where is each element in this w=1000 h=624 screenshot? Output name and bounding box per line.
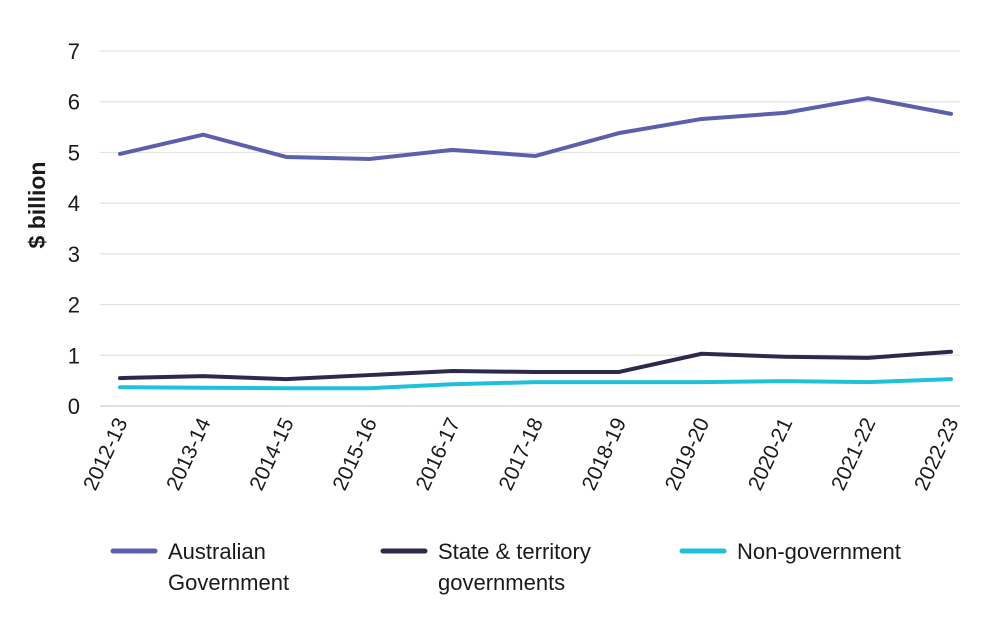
legend-label: Australian	[168, 539, 266, 564]
legend-label: Non-government	[737, 539, 901, 564]
y-tick-label: 2	[68, 293, 80, 318]
x-tick-label: 2016-17	[412, 414, 465, 494]
x-tick-label: 2019-20	[661, 414, 714, 494]
legend-item: Non-government	[679, 539, 901, 564]
x-tick-label: 2013-14	[162, 414, 216, 494]
series-line-non-government	[118, 377, 953, 391]
y-tick-label: 7	[68, 39, 80, 64]
legend-label: Government	[168, 570, 289, 595]
x-tick-label: 2017-18	[495, 414, 548, 494]
y-tick-label: 6	[68, 90, 80, 115]
legend-item: State & territory governments	[380, 539, 591, 595]
x-tick-label: 2018-19	[578, 414, 631, 494]
legend-label: State & territory	[438, 539, 591, 564]
x-tick-label: 2014-15	[245, 414, 298, 494]
x-tick-label: 2022-23	[910, 414, 963, 494]
y-tick-label: 0	[68, 394, 80, 419]
y-tick-label: 1	[68, 343, 80, 368]
y-axis-ticks: 0 1 2 3 4 5 6 7	[68, 39, 80, 419]
y-tick-label: 4	[68, 191, 80, 216]
y-axis-label: $ billion	[24, 162, 50, 249]
x-axis-ticks: 2012-13 2013-14 2014-15 2015-16 2016-17 2017-…	[79, 414, 963, 494]
series-line-state-territory-governments	[118, 349, 953, 382]
x-tick-label: 2012-13	[79, 414, 132, 494]
series-line-australian-government	[118, 96, 953, 162]
legend-label: governments	[438, 570, 565, 595]
legend-item: Australian Government	[110, 539, 289, 595]
legend: Australian Government State & territory gov…	[110, 539, 901, 595]
gridlines	[100, 50, 960, 407]
x-tick-label: 2020-21	[744, 414, 797, 494]
x-tick-label: 2015-16	[328, 414, 381, 494]
x-tick-label: 2021-22	[827, 414, 880, 494]
series-lines	[118, 96, 953, 391]
y-tick-label: 3	[68, 242, 80, 267]
y-tick-label: 5	[68, 140, 80, 165]
